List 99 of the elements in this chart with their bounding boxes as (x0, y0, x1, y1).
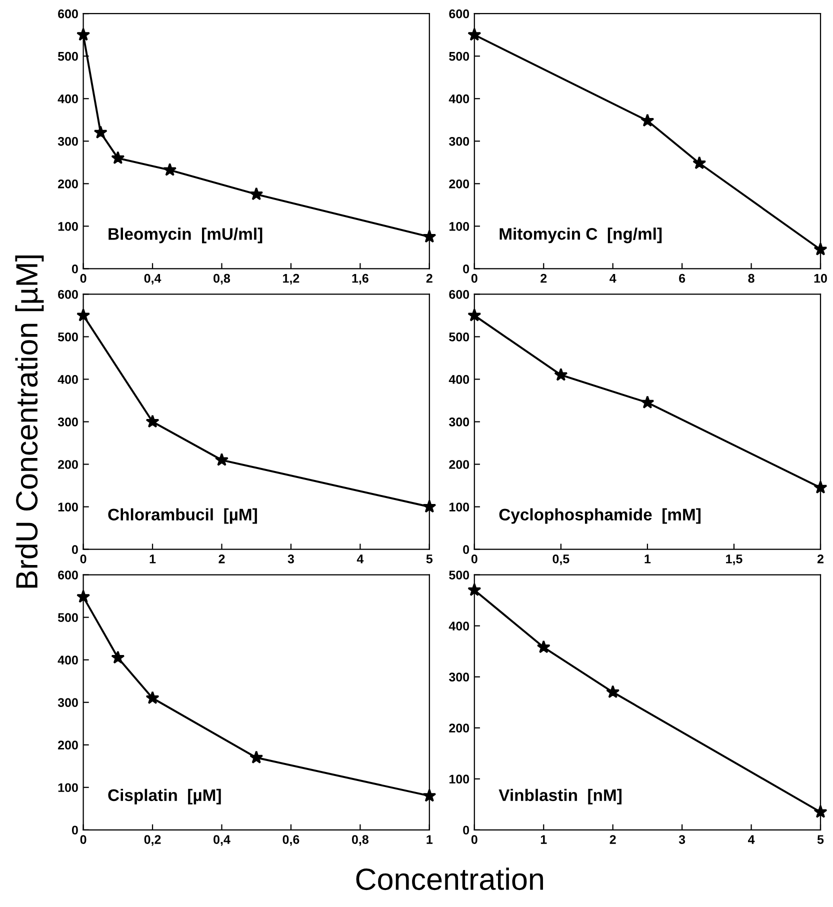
point (640, 114, 654, 127)
x-tick-label: 6 (679, 274, 686, 283)
y-tick-label: 200 (449, 724, 470, 733)
point (250, 187, 264, 200)
x-tick-label: 0 (80, 554, 86, 564)
y-tick-label: 600 (58, 290, 78, 299)
y-tick-label: 600 (449, 9, 470, 18)
x-tick-label: 0 (80, 274, 86, 283)
x-tick-label: 10 (814, 274, 827, 283)
x-tick-label: 0,8 (214, 274, 230, 285)
x-tick-label: 1,6 (352, 274, 368, 285)
x-tick-label: 2 (817, 554, 824, 564)
y-tick-label: 0 (72, 264, 78, 274)
y-tick-label: 300 (58, 136, 78, 146)
point (250, 750, 264, 764)
x-tick-label: 3 (288, 554, 294, 564)
point (640, 396, 654, 409)
y-tick-label: 100 (449, 502, 470, 512)
point (554, 368, 568, 381)
y-tick-label: 200 (449, 460, 470, 469)
y-tick-label: 100 (58, 502, 78, 512)
x-tick-label: 0 (471, 835, 478, 844)
y-tick-label: 400 (58, 375, 78, 384)
point (692, 156, 706, 170)
x-tick-label: 0 (80, 835, 86, 844)
x-tick-label: 0,2 (144, 835, 161, 846)
x-tick-label: 1,2 (283, 274, 300, 285)
x-tick-label: 0,8 (352, 835, 368, 846)
y-tick-label: 400 (58, 656, 78, 664)
y-tick-label: 500 (449, 52, 470, 61)
annotation: Chlorambucil [µM] (108, 508, 257, 524)
annotation: Bleomycin [mU/ml] (108, 228, 262, 244)
point (163, 162, 177, 176)
y-tick-label: 100 (58, 222, 78, 231)
y-tick-label: 500 (58, 52, 78, 61)
x-tick-label: 1 (644, 554, 651, 564)
x-tick-label: 2 (218, 554, 225, 564)
y-tick-label: 500 (449, 332, 470, 342)
y-tick-label: 300 (448, 418, 470, 426)
y-tick-label: 200 (58, 460, 78, 469)
x-tick-label: 1 (426, 835, 433, 844)
point (606, 685, 620, 698)
point (111, 151, 125, 164)
x-axis-title: Concentration (356, 868, 543, 890)
x-tick-label: 0,6 (282, 835, 300, 846)
x-tick-label: 4 (748, 835, 755, 844)
annotation: Vinblastin [nM] (498, 788, 622, 804)
y-tick-label: 400 (58, 94, 78, 104)
y-tick-label: 400 (448, 94, 470, 104)
y-tick-label: 500 (58, 332, 78, 342)
y-tick-label: 300 (58, 418, 78, 426)
x-tick-label: 0,4 (144, 274, 162, 285)
y-tick-label: 200 (449, 179, 470, 188)
x-tick-label: 0,4 (214, 835, 230, 846)
x-tick-label: 3 (678, 835, 686, 844)
point (94, 126, 108, 139)
point (146, 691, 160, 704)
y-tick-label: 0 (72, 545, 78, 554)
point (146, 414, 160, 428)
x-tick-label: 8 (748, 274, 754, 283)
y-axis-title: BrdU Concentration [µM] (15, 255, 44, 588)
y-tick-label: 300 (448, 136, 470, 146)
y-tick-label: 400 (448, 375, 470, 384)
point (214, 452, 229, 466)
x-tick-label: 4 (610, 274, 616, 283)
x-tick-label: 1,5 (726, 554, 742, 566)
y-tick-label: 400 (448, 622, 470, 630)
annotation: Mitomycin C [ng/ml] (500, 228, 662, 244)
point (111, 650, 125, 664)
x-tick-label: 5 (817, 835, 824, 844)
y-tick-label: 500 (58, 613, 78, 622)
x-tick-label: 0 (471, 554, 478, 564)
y-tick-label: 100 (58, 783, 78, 792)
y-tick-label: 0 (72, 826, 78, 835)
annotation: Cisplatin [µM] (108, 788, 221, 804)
x-tick-label: 1 (150, 554, 156, 564)
y-tick-label: 600 (449, 290, 470, 299)
y-tick-label: 0 (463, 545, 470, 554)
y-tick-label: 0 (463, 264, 470, 274)
x-tick-label: 2 (426, 274, 432, 283)
y-tick-label: 600 (58, 9, 78, 18)
x-tick-label: 4 (356, 554, 364, 564)
y-tick-label: 100 (449, 222, 470, 231)
y-tick-label: 500 (449, 570, 470, 580)
y-tick-label: 300 (448, 672, 470, 682)
x-tick-label: 2 (610, 835, 616, 844)
x-tick-label: 2 (540, 274, 547, 283)
y-tick-label: 600 (58, 570, 78, 580)
y-tick-label: 0 (463, 826, 470, 835)
x-tick-label: 0,5 (552, 554, 570, 566)
x-tick-label: 1 (540, 835, 547, 844)
y-tick-label: 300 (58, 698, 78, 708)
y-tick-label: 100 (449, 774, 470, 784)
y-tick-label: 200 (58, 740, 78, 750)
point (536, 640, 550, 654)
annotation: Cyclophosphamide [mM] (499, 508, 700, 524)
y-tick-label: 200 (58, 179, 78, 188)
x-tick-label: 0 (471, 274, 478, 283)
x-tick-label: 5 (426, 554, 433, 564)
